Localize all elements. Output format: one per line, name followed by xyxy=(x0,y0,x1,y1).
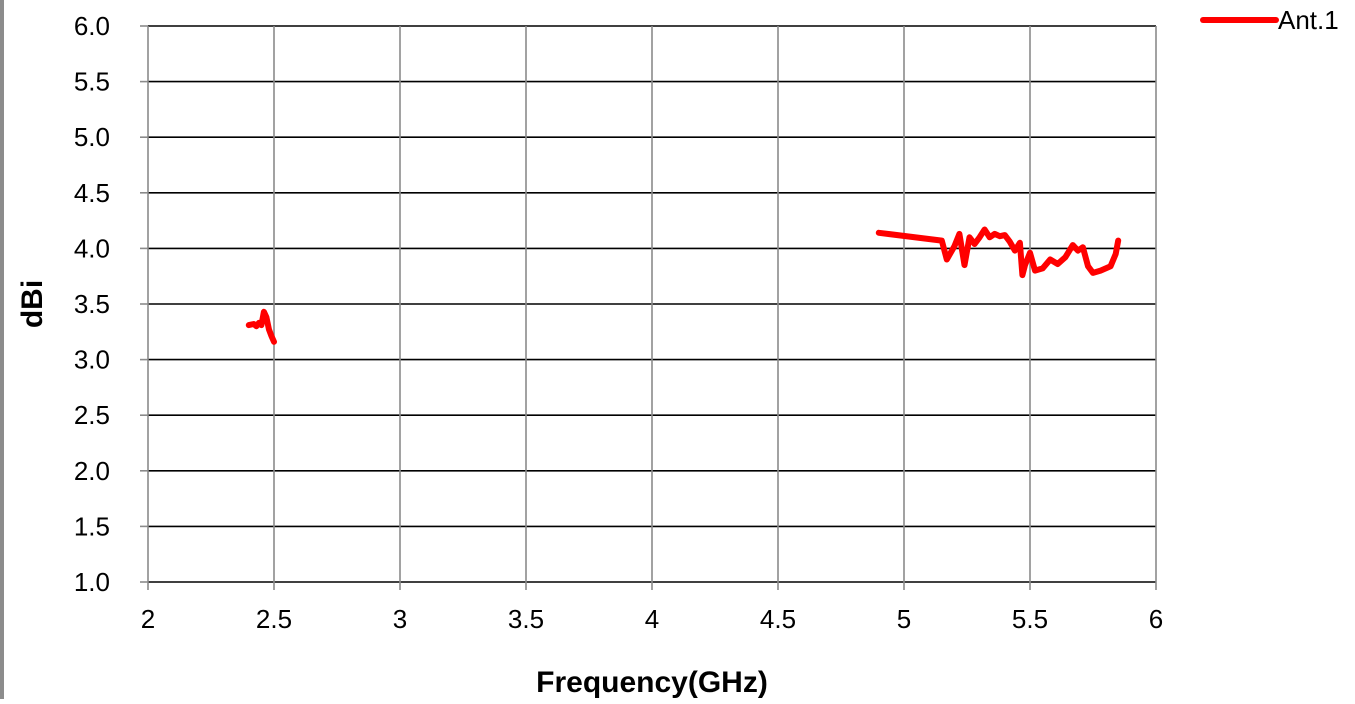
y-tick-label: 5.0 xyxy=(74,122,110,152)
x-tick-label: 4.5 xyxy=(760,604,796,634)
series-layer xyxy=(245,226,1122,345)
y-tick-label: 1.0 xyxy=(74,567,110,597)
y-tick-label: 6.0 xyxy=(74,11,110,41)
y-tick-label: 1.5 xyxy=(74,511,110,541)
x-axis-title: Frequency(GHz) xyxy=(536,666,768,699)
x-tick-labels: 2 2.5 3 3.5 4 4.5 5 5.5 6 xyxy=(141,604,1163,634)
left-border xyxy=(0,0,4,699)
y-tick-label: 2.0 xyxy=(74,456,110,486)
x-tick-label: 4 xyxy=(645,604,659,634)
x-tick-label: 5.5 xyxy=(1012,604,1048,634)
x-tick-label: 3.5 xyxy=(508,604,544,634)
y-tick-label: 3.5 xyxy=(74,289,110,319)
y-tick-label: 4.0 xyxy=(74,233,110,263)
x-tick-label: 3 xyxy=(393,604,407,634)
x-tick-label: 2.5 xyxy=(256,604,292,634)
x-tick-label: 2 xyxy=(141,604,155,634)
y-tick-label: 2.5 xyxy=(74,400,110,430)
series-line-ant1-segment-1 xyxy=(245,308,277,345)
gridlines xyxy=(140,25,1157,590)
legend[interactable]: Ant.1 xyxy=(1200,5,1339,35)
x-tick-label: 6 xyxy=(1149,604,1163,634)
y-tick-labels: 1.0 1.5 2.0 2.5 3.0 3.5 4.0 4.5 5.0 5.5 6.0 xyxy=(74,11,110,597)
legend-label-ant1: Ant.1 xyxy=(1278,5,1339,35)
x-tick-label: 5 xyxy=(897,604,911,634)
y-tick-label: 4.5 xyxy=(74,178,110,208)
y-tick-label: 3.0 xyxy=(74,345,110,375)
series-line-ant1-segment-2 xyxy=(875,226,1122,279)
y-tick-label: 5.5 xyxy=(74,67,110,97)
y-axis-title: dBi xyxy=(16,280,49,328)
